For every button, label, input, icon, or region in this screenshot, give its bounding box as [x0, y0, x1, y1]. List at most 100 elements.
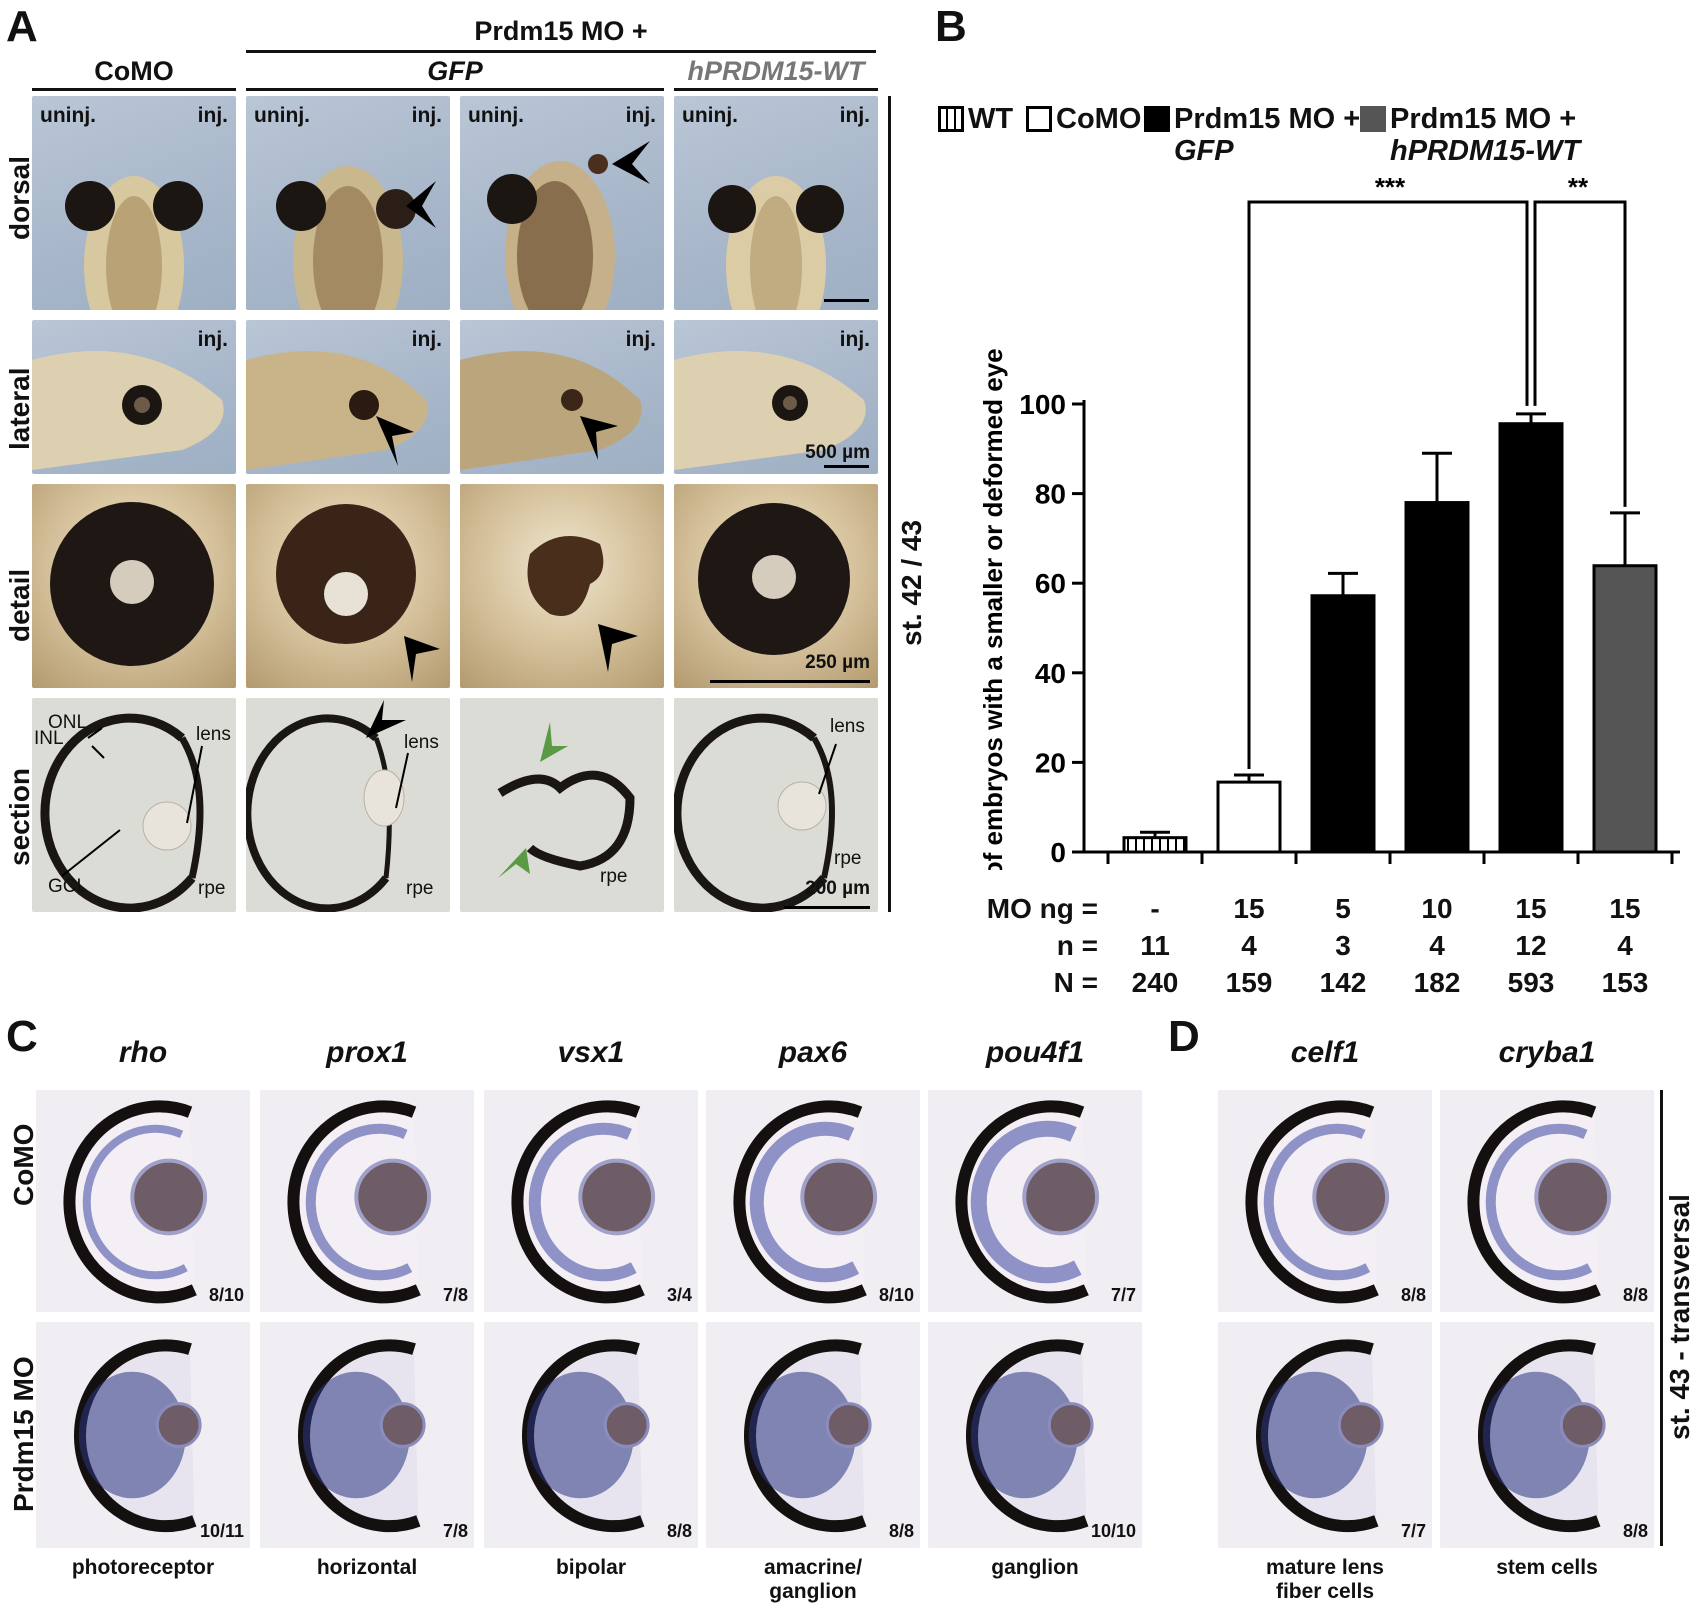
col-rule-gfp [246, 88, 664, 91]
inj-label: inj. [411, 104, 442, 127]
panel-b-label: B [935, 2, 967, 51]
scale-bar-label: 500 µm [805, 442, 870, 463]
ish-photo-celf1-mo: 7/7 [1218, 1322, 1432, 1548]
embryo-dorsal-gfp-1 [276, 166, 436, 310]
dorsal-photo-gfp-1: uninj. inj. [246, 96, 450, 310]
table-cell: 4 [1429, 930, 1445, 961]
stage-label-d: st. 43 - transversal [1664, 1194, 1695, 1440]
dorsal-photo-gfp-2: uninj. inj. [460, 96, 664, 310]
label-rpe: rpe [600, 866, 628, 887]
inj-label: inj. [197, 328, 228, 351]
gene-header: vsx1 [557, 1036, 625, 1069]
label-rpe: rpe [198, 878, 226, 899]
inj-label: inj. [839, 104, 870, 127]
sample-ratio: 8/10 [208, 1285, 244, 1305]
table-cell: 4 [1617, 930, 1633, 961]
bar [1310, 594, 1376, 854]
inj-label: inj. [411, 328, 442, 351]
label-inl: INL [34, 728, 64, 749]
sample-ratio: 8/8 [666, 1521, 692, 1541]
col-header-como: CoMO [94, 56, 174, 86]
sample-ratio: 3/4 [666, 1285, 692, 1305]
arrowhead-icon [580, 416, 618, 460]
arrowhead-icon [376, 416, 414, 466]
uninj-label: uninj. [682, 104, 738, 127]
bar [1592, 564, 1658, 854]
panel-d-label: D [1168, 1012, 1200, 1061]
bar [1216, 780, 1282, 854]
label-lens: lens [830, 716, 865, 737]
sample-ratio: 7/7 [1400, 1521, 1426, 1541]
gene-header: celf1 [1290, 1036, 1360, 1069]
uninj-label: uninj. [40, 104, 96, 127]
embryo-dorsal-gfp-2 [487, 141, 650, 310]
legend-swatch-como [1026, 106, 1052, 132]
cell-type-label: photoreceptor [71, 1556, 215, 1579]
col-rule-como [32, 88, 236, 91]
cell-type-label: bipolar [555, 1556, 626, 1579]
ish-photo-pax6-mo: 8/8 [706, 1322, 920, 1548]
bar-chart: 0 20 40 60 80 100 % of embryos with a smaller … [980, 172, 1680, 870]
table-cell: 142 [1319, 967, 1367, 998]
detail-photo-wt: 250 µm [674, 484, 878, 688]
legend-swatch-wt [938, 106, 964, 132]
table-cell: 4 [1241, 930, 1257, 961]
legend-swatch-hwt [1360, 106, 1386, 132]
legend-hwt-line2: hPRDM15-WT [1390, 135, 1581, 167]
y-tick-label: 100 [1019, 389, 1066, 420]
inj-label: inj. [197, 104, 228, 127]
ish-photo-rho-como: 8/10 [36, 1090, 250, 1312]
table-cell: 10 [1421, 893, 1453, 924]
bar [1404, 501, 1470, 854]
sample-ratio: 8/8 [888, 1521, 914, 1541]
y-tick-label: 60 [1035, 568, 1066, 599]
cell-type-label: horizontal [316, 1556, 418, 1579]
table-cell: 3 [1335, 930, 1351, 961]
legend-gfp-line1: Prdm15 MO + [1174, 103, 1361, 135]
table-cell: 593 [1507, 967, 1555, 998]
stage-bracket [888, 96, 891, 912]
arrowhead-icon [498, 848, 530, 878]
gene-header: prox1 [326, 1036, 408, 1069]
ish-photo-vsx1-como: 3/4 [484, 1090, 698, 1312]
arrowhead-icon [404, 636, 440, 682]
embryo-dorsal-como [65, 176, 203, 310]
table-cell: 153 [1601, 967, 1649, 998]
table-row-label: n = [1056, 930, 1098, 961]
lateral-photo-gfp-2: inj. [460, 320, 664, 474]
sample-ratio: 7/8 [442, 1285, 468, 1305]
label-rpe: rpe [834, 848, 862, 869]
bar [1122, 836, 1188, 854]
ish-photo-pou4f1-mo: 10/10 [928, 1322, 1142, 1548]
sample-ratio: 10/10 [1090, 1521, 1136, 1541]
gene-header: pou4f1 [985, 1036, 1085, 1069]
lateral-photo-como: inj. [32, 320, 236, 474]
sample-ratio: 8/10 [878, 1285, 914, 1305]
section-photo-como: ONL INL lens GCL rpe [32, 698, 236, 912]
detail-photo-como [32, 484, 236, 688]
significance-bracket [1533, 200, 1627, 507]
lateral-photo-gfp-1: inj. [246, 320, 450, 474]
arrowhead-icon [612, 141, 650, 184]
group-header: Prdm15 MO + [474, 16, 648, 46]
ish-photo-cryba1-como: 8/8 [1440, 1090, 1654, 1312]
group-header-rule [246, 50, 876, 53]
legend-swatch-gfp [1144, 106, 1170, 132]
sample-ratio: 7/7 [1110, 1285, 1136, 1305]
arrowhead-icon [366, 700, 406, 738]
label-gcl: GCL [48, 876, 88, 897]
col-rule-wt [674, 88, 878, 91]
cell-type-label: mature lens fiber cells [1266, 1556, 1384, 1603]
dorsal-photo-como: uninj. inj. [32, 96, 236, 310]
embryo-dorsal-wt [708, 176, 869, 310]
inj-label: inj. [625, 104, 656, 127]
cell-type-label: ganglion [991, 1556, 1079, 1579]
y-tick-label: 40 [1035, 658, 1066, 689]
ish-photo-prox1-como: 7/8 [260, 1090, 474, 1312]
table-cell: 159 [1225, 967, 1273, 998]
label-lens: lens [196, 724, 231, 745]
sample-ratio: 10/11 [199, 1521, 244, 1541]
legend-wt: WT [968, 103, 1014, 135]
table-cell: - [1150, 893, 1160, 924]
gene-header: pax6 [778, 1036, 848, 1069]
